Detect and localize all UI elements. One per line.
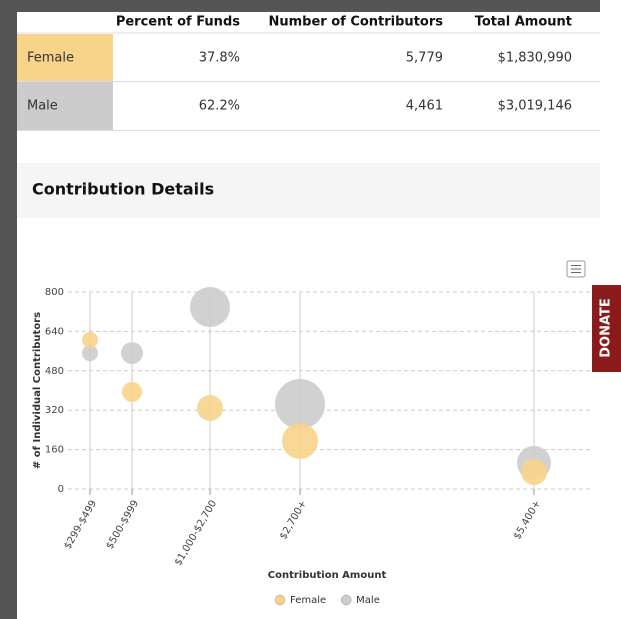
cell: $1,830,990 bbox=[498, 51, 572, 66]
cell: 62.2% bbox=[199, 99, 240, 114]
y-tick-label: 160 bbox=[45, 445, 64, 456]
section-title: Contribution Details bbox=[32, 180, 214, 199]
legend-label: Female bbox=[290, 595, 326, 606]
x-tick-label: $500-$999 bbox=[104, 499, 141, 552]
legend-label: Male bbox=[356, 595, 380, 606]
x-tick-label: $5,400+ bbox=[512, 499, 543, 542]
bubble bbox=[521, 459, 547, 486]
table-header: Percent of Funds bbox=[116, 15, 240, 30]
legend-swatch bbox=[274, 594, 286, 606]
x-axis-label: Contribution Amount bbox=[268, 570, 387, 581]
y-tick-label: 640 bbox=[45, 326, 64, 337]
bubble bbox=[282, 422, 318, 459]
y-tick-label: 800 bbox=[45, 287, 64, 298]
bubble bbox=[121, 342, 143, 365]
donate-label[interactable]: DONATE bbox=[599, 298, 614, 358]
chart-menu[interactable] bbox=[566, 260, 586, 278]
table-header: Total Amount bbox=[475, 15, 572, 30]
female-cell bbox=[17, 34, 113, 81]
y-tick-label: 320 bbox=[45, 405, 64, 416]
cell: Female bbox=[27, 51, 74, 66]
y-tick-label: 480 bbox=[45, 366, 64, 377]
legend-swatch bbox=[340, 594, 352, 606]
section-box bbox=[17, 163, 600, 218]
y-tick-label: 0 bbox=[58, 484, 64, 495]
cell: 5,779 bbox=[406, 51, 443, 66]
donate-tab[interactable] bbox=[592, 285, 621, 372]
bubble bbox=[82, 345, 98, 362]
cell: 37.8% bbox=[199, 51, 240, 66]
bubble bbox=[190, 287, 230, 328]
x-tick-label: $2,700+ bbox=[278, 499, 309, 542]
bubble bbox=[197, 394, 223, 421]
bubble bbox=[82, 332, 98, 349]
chart: 0 160 320 480 640 800 $299-$499 $500-$999 $1,000… bbox=[32, 287, 590, 606]
frame-left bbox=[0, 0, 17, 619]
cell: $3,019,146 bbox=[498, 99, 572, 114]
table-header: Number of Contributors bbox=[268, 15, 443, 30]
bubble bbox=[122, 381, 142, 402]
frame-top bbox=[17, 0, 600, 12]
x-tick-label: $1,000-$2,700 bbox=[173, 499, 219, 568]
male-cell bbox=[17, 82, 113, 130]
y-axis-label: # of Individual Contributors bbox=[32, 312, 43, 469]
bubble bbox=[275, 379, 325, 430]
cell: Male bbox=[27, 99, 58, 114]
cell: 4,461 bbox=[406, 99, 443, 114]
x-tick-label: $299-$499 bbox=[62, 499, 99, 552]
